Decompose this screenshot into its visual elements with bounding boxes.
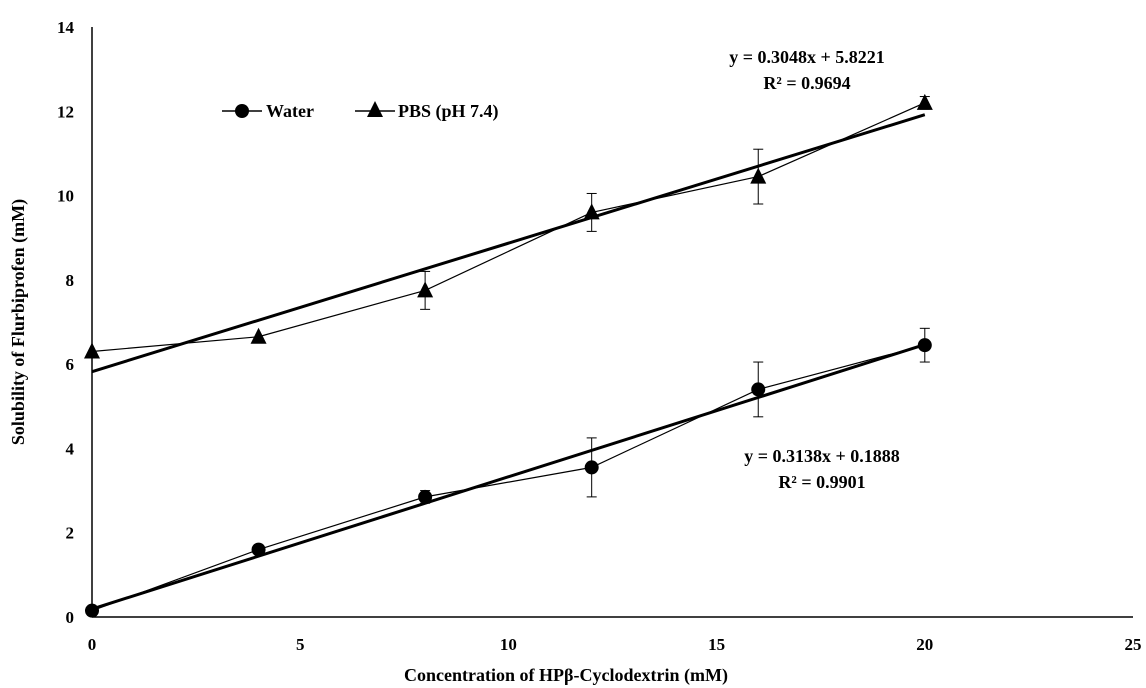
- pbs-r2: R² = 0.9694: [763, 73, 850, 93]
- pbs-equation: y = 0.3048x + 5.8221: [729, 47, 885, 67]
- y-tick-label: 8: [66, 271, 75, 290]
- series-lines: [91, 102, 926, 612]
- y-tick-label: 0: [66, 608, 75, 627]
- trendline: [91, 113, 926, 374]
- data-point-pbs: [250, 327, 267, 344]
- x-tick-label: 0: [88, 635, 97, 654]
- series-line: [91, 102, 926, 353]
- y-tick-label: 14: [57, 18, 75, 37]
- data-markers: [84, 93, 933, 618]
- data-point-pbs: [916, 93, 933, 110]
- y-tick-label: 10: [57, 187, 74, 206]
- data-point-pbs: [750, 167, 767, 184]
- x-axis-title: Concentration of HPβ-Cyclodextrin (mM): [404, 665, 728, 686]
- trendlines: [91, 113, 926, 611]
- legend-pbs-label: PBS (pH 7.4): [398, 101, 499, 122]
- y-tick-label: 2: [66, 524, 75, 543]
- series-line: [91, 344, 925, 612]
- data-point-pbs: [84, 342, 100, 359]
- x-tick-label: 25: [1125, 635, 1142, 654]
- data-point-pbs: [583, 203, 600, 220]
- data-point-water: [751, 382, 766, 397]
- water-r2: R² = 0.9901: [778, 472, 865, 492]
- y-tick-labels: 0 2 4 6 8 10 12 14: [57, 18, 75, 627]
- x-tick-label: 10: [500, 635, 517, 654]
- y-tick-label: 4: [66, 439, 75, 458]
- legend: Water PBS (pH 7.4): [222, 101, 499, 122]
- x-tick-label: 20: [916, 635, 933, 654]
- y-axis-title: Solubility of Flurbiprofen (mM): [8, 199, 29, 445]
- data-point-water: [917, 338, 932, 353]
- x-tick-label: 15: [708, 635, 725, 654]
- error-bars: [420, 96, 930, 504]
- data-point-water: [584, 460, 599, 475]
- y-tick-label: 6: [66, 355, 75, 374]
- data-point-pbs: [417, 281, 434, 298]
- y-tick-label: 12: [57, 102, 74, 121]
- data-point-water: [251, 542, 266, 557]
- data-point-water: [85, 603, 99, 618]
- water-equation: y = 0.3138x + 0.1888: [744, 446, 900, 466]
- legend-pbs-marker: [367, 101, 383, 117]
- x-tick-labels: 0 5 10 15 20 25: [88, 635, 1142, 654]
- data-point-water: [418, 489, 433, 504]
- trendline: [91, 343, 926, 611]
- legend-water-label: Water: [266, 101, 314, 121]
- x-tick-label: 5: [296, 635, 305, 654]
- legend-water-marker: [235, 104, 249, 118]
